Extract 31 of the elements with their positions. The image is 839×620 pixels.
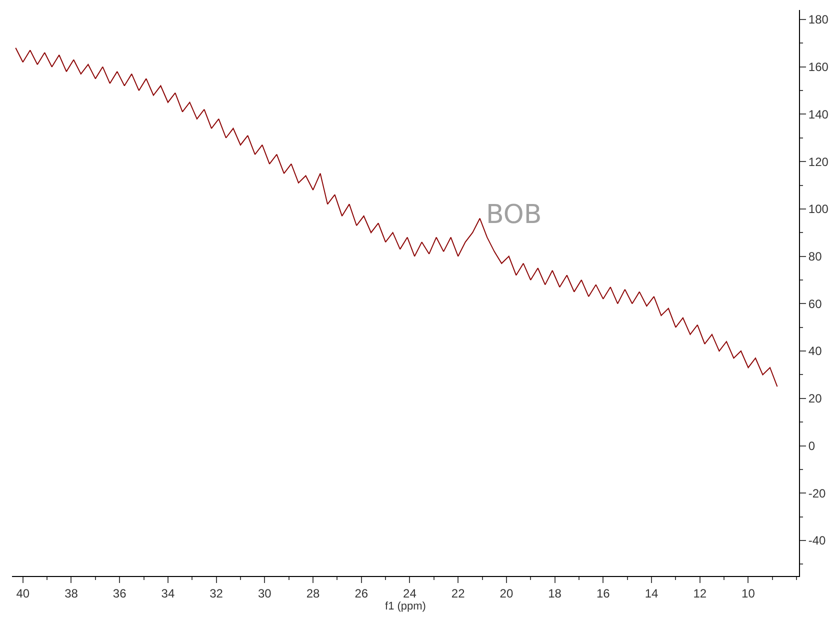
y-tick-label: 60: [808, 296, 822, 311]
x-tick-label: 10: [742, 586, 756, 600]
x-tick-label: 34: [161, 586, 175, 600]
x-tick-label: 22: [451, 586, 466, 600]
y-tick-label: -40: [808, 534, 826, 548]
x-tick-label: 36: [112, 586, 127, 600]
x-axis-title: f1 (ppm): [385, 600, 426, 613]
x-tick-label: 30: [258, 586, 272, 600]
y-tick-label: 180: [808, 12, 829, 27]
y-tick-label: 160: [808, 60, 829, 74]
x-tick-label: 14: [644, 586, 659, 600]
y-tick-label: 120: [808, 154, 829, 169]
x-tick-label: 24: [403, 586, 417, 600]
x-tick-label: 12: [693, 586, 707, 600]
y-tick-label: 20: [808, 392, 822, 406]
x-tick-label: 16: [596, 586, 610, 600]
y-tick-label: -20: [808, 486, 826, 500]
x-tick-label: 40: [16, 586, 30, 600]
annotation: BOB: [486, 200, 542, 230]
line-series: [15, 47, 778, 388]
y-tick-label: 100: [808, 202, 829, 216]
y-tick-label: 140: [808, 107, 829, 122]
x-tick-label: 32: [210, 586, 224, 600]
x-tick-label: 38: [64, 586, 78, 600]
y-tick-label: 0: [808, 438, 816, 453]
y-tick-label: 40: [808, 344, 822, 358]
x-tick-label: 18: [548, 586, 562, 600]
x-tick-label: 28: [306, 586, 320, 600]
y-tick-label: 80: [808, 249, 822, 264]
x-tick-label: 20: [500, 586, 514, 600]
x-tick-label: 26: [354, 586, 368, 600]
